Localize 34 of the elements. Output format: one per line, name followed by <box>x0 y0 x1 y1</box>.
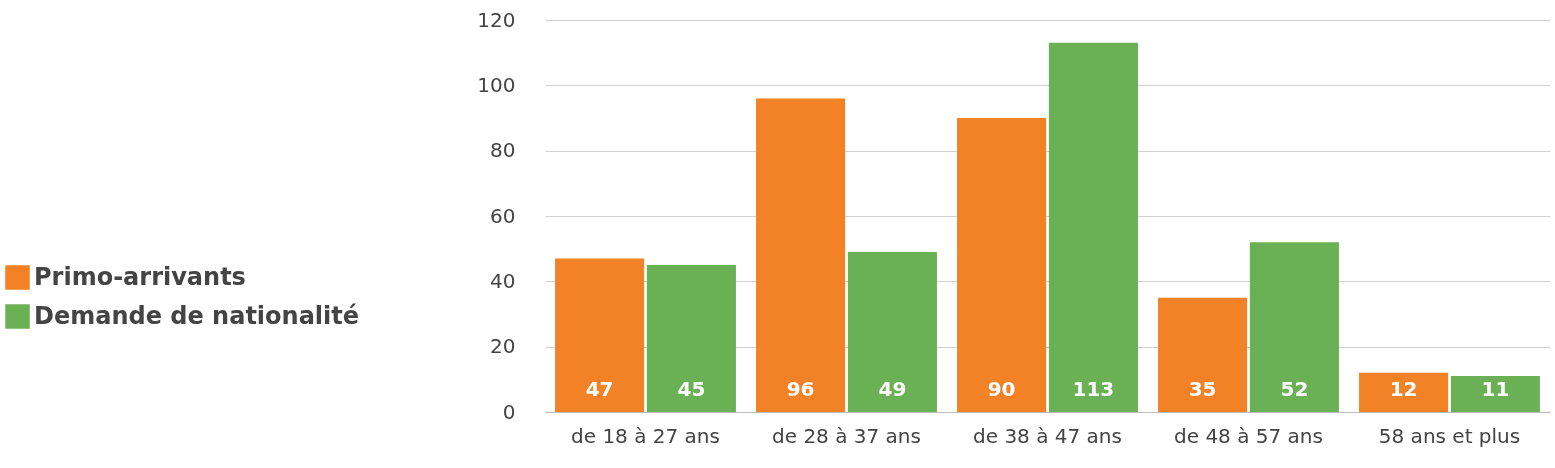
legend-label: Primo-arrivants <box>34 262 246 291</box>
x-tick-label: de 48 à 57 ans <box>1174 423 1323 448</box>
bar <box>1158 297 1248 412</box>
y-tick-label: 20 <box>490 334 516 359</box>
bar <box>756 98 846 412</box>
bar <box>847 251 937 412</box>
bar <box>646 265 736 412</box>
y-tick-label: 80 <box>490 138 516 163</box>
legend-label: Demande de nationalité <box>34 301 360 330</box>
y-tick-label: 60 <box>490 203 516 228</box>
y-tick-label: 100 <box>477 72 516 97</box>
bar <box>1450 376 1540 412</box>
x-tick-label: de 18 à 27 ans <box>571 423 720 448</box>
y-tick-label: 40 <box>490 268 516 293</box>
bar <box>1359 372 1449 412</box>
x-tick-label: 58 ans et plus <box>1378 423 1521 448</box>
data-label: 90 <box>987 377 1016 401</box>
data-label: 12 <box>1389 377 1418 401</box>
x-tick-label: de 28 à 37 ans <box>772 423 921 448</box>
data-label: 45 <box>677 377 706 401</box>
y-tick-label: 0 <box>502 399 516 424</box>
bar <box>1249 242 1339 412</box>
x-tick-label: de 38 à 47 ans <box>973 423 1122 448</box>
bar <box>1048 42 1138 412</box>
bar <box>957 118 1047 412</box>
y-tick-label: 120 <box>477 7 516 32</box>
bar <box>555 258 645 412</box>
data-label: 35 <box>1188 377 1217 401</box>
data-label: 49 <box>878 377 907 401</box>
data-label: 113 <box>1072 377 1115 401</box>
data-label: 96 <box>786 377 815 401</box>
data-label: 11 <box>1481 377 1510 401</box>
data-label: 47 <box>585 377 614 401</box>
data-label: 52 <box>1280 377 1309 401</box>
